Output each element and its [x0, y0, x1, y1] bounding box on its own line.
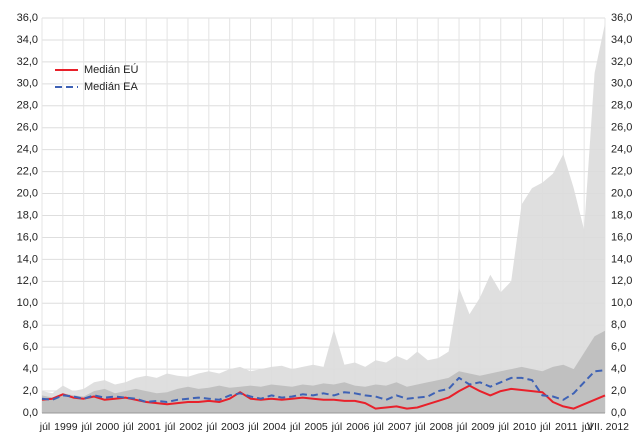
x-tick-label: 2009 — [471, 421, 495, 433]
legend-label: Medián EÚ — [84, 63, 138, 76]
x-tick-label: júl — [80, 421, 92, 433]
y2-tick-label: 0,0 — [611, 407, 626, 419]
y2-tick-label: 34,0 — [611, 34, 632, 46]
y2-tick-label: 12,0 — [611, 275, 632, 287]
y2-tick-label: 6,0 — [611, 341, 626, 353]
y-tick-label: 32,0 — [17, 56, 38, 68]
y-tick-label: 18,0 — [17, 209, 38, 221]
x-tick-label: 2000 — [96, 421, 120, 433]
x-tick-label: júl — [372, 421, 384, 433]
x-tick-label: júl — [164, 421, 176, 433]
y-tick-label: 2,0 — [23, 385, 38, 397]
y2-tick-label: 32,0 — [611, 56, 632, 68]
x-tick-label: 1999 — [54, 421, 78, 433]
y-tick-label: 34,0 — [17, 34, 38, 46]
y2-tick-label: 28,0 — [611, 100, 632, 112]
y-tick-label: 16,0 — [17, 231, 38, 243]
y-tick-label: 28,0 — [17, 100, 38, 112]
y2-tick-label: 24,0 — [611, 144, 632, 156]
range-area — [42, 23, 605, 413]
y2-tick-label: 26,0 — [611, 122, 632, 134]
x-tick-label: júl — [39, 421, 51, 433]
legend-label: Medián EA — [84, 81, 138, 93]
y2-tick-label: 18,0 — [611, 209, 632, 221]
x-tick-label: 2004 — [263, 421, 287, 433]
y2-tick-label: 4,0 — [611, 363, 626, 375]
x-tick-label: júl — [122, 421, 134, 433]
y2-tick-label: 30,0 — [611, 78, 632, 90]
y2-tick-label: 2,0 — [611, 385, 626, 397]
y2-tick-label: 10,0 — [611, 297, 632, 309]
x-tick-label: 2003 — [221, 421, 245, 433]
y-tick-label: 6,0 — [23, 341, 38, 353]
x-tick-label: 2006 — [346, 421, 370, 433]
x-tick-label: VII. 2012 — [587, 421, 629, 433]
x-tick-label: júl — [414, 421, 426, 433]
y-tick-label: 0,0 — [23, 407, 38, 419]
y2-tick-label: 36,0 — [611, 12, 632, 24]
x-tick-label: 2001 — [138, 421, 162, 433]
x-tick-label: 2007 — [388, 421, 412, 433]
x-tick-label: 2002 — [179, 421, 203, 433]
y2-tick-label: 8,0 — [611, 319, 626, 331]
y-tick-label: 12,0 — [17, 275, 38, 287]
series-line — [41, 384, 606, 410]
y-tick-label: 20,0 — [17, 187, 38, 199]
x-tick-label: 2005 — [304, 421, 328, 433]
y-tick-label: 22,0 — [17, 166, 38, 178]
y2-tick-label: 16,0 — [611, 231, 632, 243]
y-tick-label: 36,0 — [17, 12, 38, 24]
x-tick-label: 2008 — [430, 421, 454, 433]
x-tick-label: 2010 — [513, 421, 537, 433]
y-tick-label: 10,0 — [17, 297, 38, 309]
x-tick-label: júl — [581, 421, 593, 433]
x-tick-label: júl — [331, 421, 343, 433]
y-tick-label: 30,0 — [17, 78, 38, 90]
y-tick-label: 26,0 — [17, 122, 38, 134]
x-tick-label: júl — [206, 421, 218, 433]
x-tick-label: júl — [456, 421, 468, 433]
x-tick-label: júl — [497, 421, 509, 433]
x-tick-label: 2011 — [555, 421, 578, 433]
range-area — [42, 330, 605, 413]
x-tick-label: júl — [289, 421, 301, 433]
y-tick-label: 24,0 — [17, 144, 38, 156]
series-line — [41, 369, 606, 403]
x-tick-label: júl — [247, 421, 259, 433]
y-tick-label: 4,0 — [23, 363, 38, 375]
y2-tick-label: 22,0 — [611, 166, 632, 178]
y2-tick-label: 14,0 — [611, 253, 632, 265]
x-tick-label: júl — [539, 421, 551, 433]
y-tick-label: 14,0 — [17, 253, 38, 265]
y2-tick-label: 20,0 — [611, 187, 632, 199]
y-tick-label: 8,0 — [23, 319, 38, 331]
